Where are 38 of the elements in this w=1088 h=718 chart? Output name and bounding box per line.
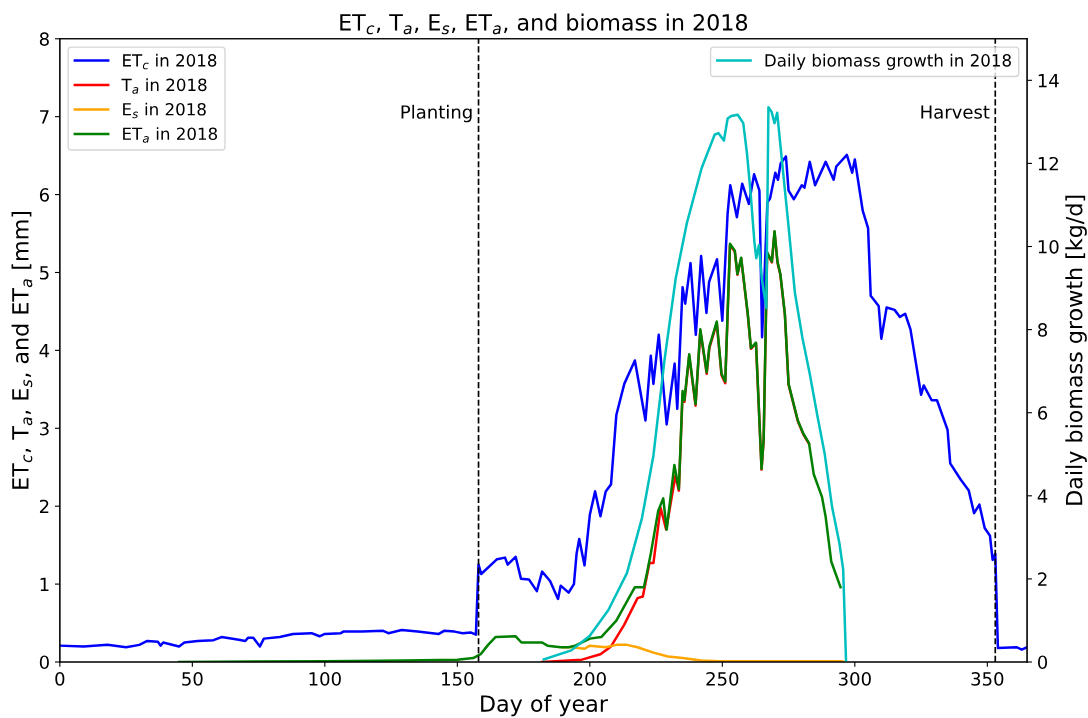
x-axis-title: Day of year bbox=[481, 694, 608, 717]
y-tick-label: 7 bbox=[40, 110, 49, 124]
legend-label: Daily biomass growth in 2018 bbox=[765, 53, 1011, 70]
y-tick-label: 6 bbox=[39, 188, 49, 202]
y2-tick-label: 6 bbox=[1038, 406, 1048, 420]
chart-title: ET$_{c}$, T$_{a}$, E$_{s}$, ET$_{a}$, and biomass in 2018 bbox=[340, 13, 748, 35]
y2-tick-label: 12 bbox=[1038, 156, 1058, 171]
x-tick-label: 250 bbox=[706, 672, 739, 686]
x-tick-label: 100 bbox=[309, 672, 341, 686]
y-tick-label: 2 bbox=[39, 499, 49, 514]
x-tick-label: 350 bbox=[971, 672, 1004, 686]
x-tick-label: 200 bbox=[573, 672, 606, 686]
y-tick-label: 8 bbox=[39, 32, 49, 46]
y-tick-label: 0 bbox=[39, 655, 49, 670]
ref-line-label: Harvest bbox=[921, 105, 990, 119]
legend-label: ET$_{c}$ in 2018 bbox=[123, 53, 217, 70]
y-tick-label: 3 bbox=[40, 421, 49, 436]
legend-label: ET$_{a}$ in 2018 bbox=[123, 127, 218, 143]
ref-line-label: Planting bbox=[401, 104, 472, 123]
x-tick-label: 300 bbox=[838, 672, 871, 686]
y2-tick-label: 4 bbox=[1037, 489, 1048, 503]
y-tick-label: 5 bbox=[40, 266, 49, 280]
y2-tick-label: 14 bbox=[1038, 74, 1059, 88]
y2-axis-title: Daily biomass growth [kg/d] bbox=[1065, 195, 1087, 505]
legend-label: E$_{s}$ in 2018 bbox=[123, 102, 206, 119]
y2-tick-label: 8 bbox=[1038, 323, 1048, 337]
y2-tick-label: 2 bbox=[1038, 572, 1047, 586]
line-series bbox=[59, 153, 1028, 651]
y2-tick-label: 10 bbox=[1038, 239, 1059, 254]
line-series bbox=[542, 106, 848, 662]
text: ET$_{c}$, T$_{a}$, E$_{s}$, and ET$_{a}$ [mm] bbox=[11, 211, 33, 489]
legend-label: T$_{a}$ in 2018 bbox=[121, 78, 207, 94]
y-tick-label: 4 bbox=[39, 344, 50, 358]
x-tick-label: 150 bbox=[442, 672, 474, 686]
x-tick-label: 50 bbox=[182, 672, 203, 686]
x-tick-label: 0 bbox=[55, 672, 65, 686]
y2-tick-label: 0 bbox=[1037, 655, 1048, 670]
y-tick-label: 1 bbox=[40, 577, 49, 591]
